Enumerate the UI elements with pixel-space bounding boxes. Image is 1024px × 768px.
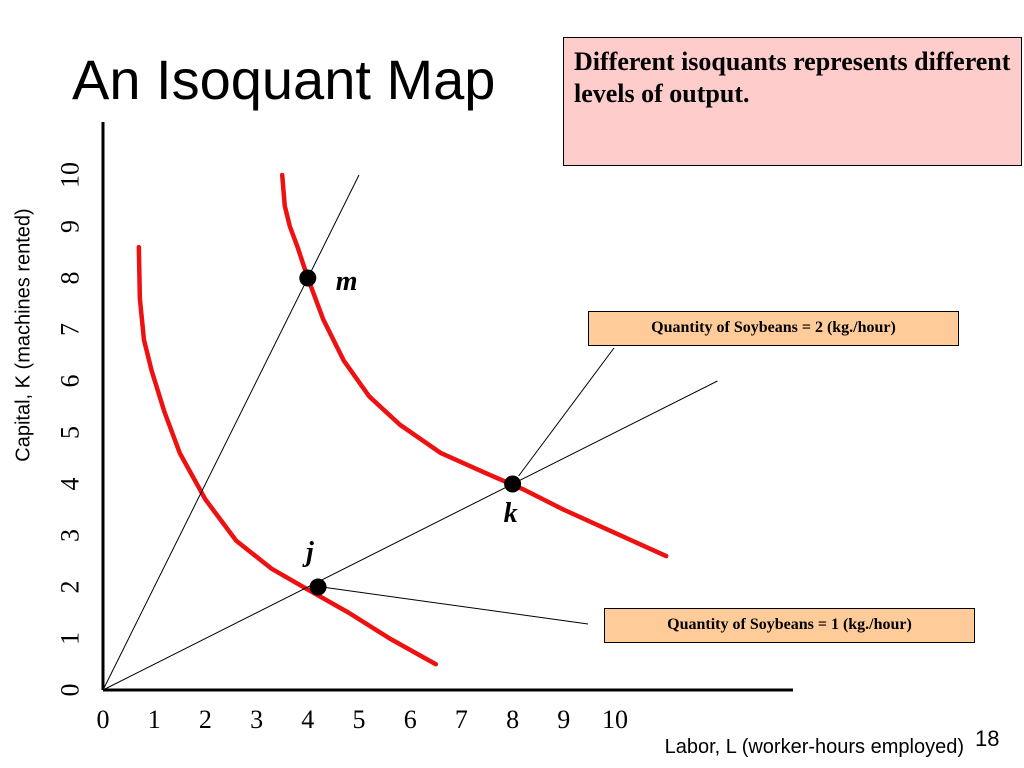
y-tick-label: 0: [56, 684, 85, 697]
point-marker: [299, 269, 317, 287]
y-tick-label: 1: [56, 632, 85, 645]
y-tick-label: 2: [56, 581, 85, 594]
leader-line: [518, 347, 615, 477]
point-label: j: [302, 537, 314, 568]
expansion-ray: [102, 380, 718, 691]
isoquant-label-2: Quantity of Soybeans = 2 (kg./hour): [588, 311, 959, 346]
x-axis-label: Labor, L (worker-hours employed): [664, 736, 964, 758]
point-marker: [309, 578, 327, 596]
y-tick-label: 5: [56, 426, 85, 439]
expansion-ray: [102, 174, 360, 691]
page-number: 18: [975, 726, 1000, 751]
x-tick-label: 1: [148, 705, 161, 734]
y-tick-label: 3: [56, 529, 85, 542]
point-marker: [504, 475, 522, 493]
x-tick-label: 7: [455, 705, 468, 734]
point-label: m: [336, 266, 358, 297]
y-tick-label: 8: [56, 272, 85, 285]
x-tick-label: 2: [199, 705, 212, 734]
slide-title: An Isoquant Map: [72, 48, 496, 111]
x-tick-label: 9: [557, 705, 570, 734]
y-tick-label: 9: [56, 220, 85, 233]
x-tick-label: 0: [97, 705, 110, 734]
x-tick-label: 6: [404, 705, 417, 734]
isoquant-curve: [279, 172, 669, 559]
x-tick-label: 4: [301, 705, 314, 734]
x-tick-label: 5: [353, 705, 366, 734]
x-tick-label: 8: [506, 705, 519, 734]
isoquant-label-1: Quantity of Soybeans = 1 (kg./hour): [604, 608, 975, 643]
x-tick-label: 10: [602, 705, 628, 734]
point-label: k: [504, 498, 518, 529]
y-tick-label: 6: [56, 375, 85, 388]
y-tick-label: 7: [56, 323, 85, 336]
callout-box: Different isoquants represents different…: [563, 37, 1022, 166]
y-tick-label: 10: [56, 162, 85, 188]
x-tick-label: 3: [250, 705, 263, 734]
leader-line: [321, 586, 589, 625]
y-tick-label: 4: [56, 478, 85, 491]
isoquant-curve: [136, 244, 439, 667]
